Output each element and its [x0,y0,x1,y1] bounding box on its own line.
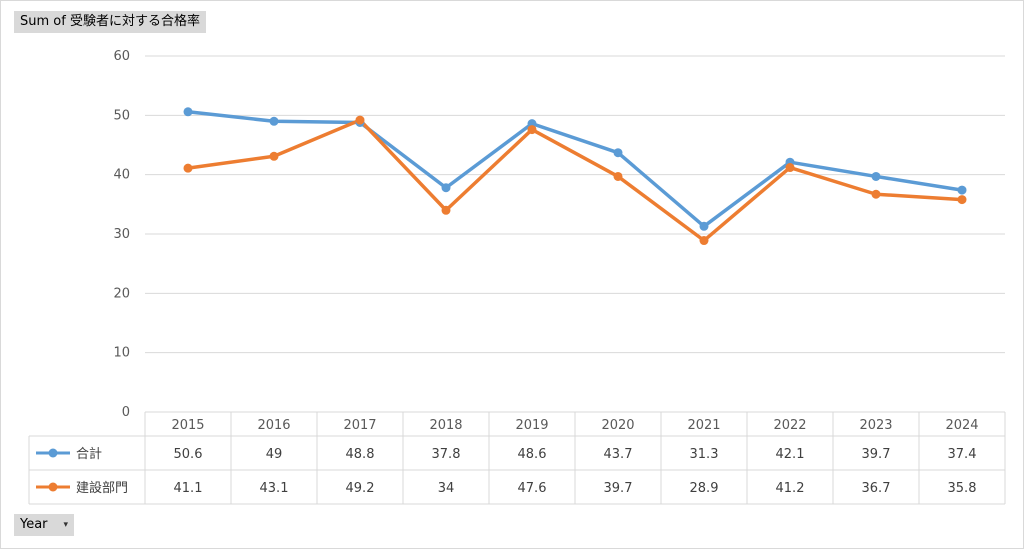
x-tick-label: 2024 [945,418,978,433]
data-point [441,205,451,215]
y-tick-label: 60 [113,49,130,64]
data-table-value: 49 [266,447,283,462]
data-table-value: 43.1 [260,481,289,496]
series-line [186,110,964,229]
data-point [355,115,365,125]
data-point [871,171,881,181]
series-line [186,118,964,243]
data-point [183,107,193,117]
y-tick-label: 40 [113,168,130,183]
data-table-value: 48.8 [346,447,375,462]
data-table-value: 37.4 [948,447,977,462]
data-point [957,185,967,195]
data-point [699,221,709,231]
data-table-value: 36.7 [862,481,891,496]
year-field-button[interactable]: Year ▾ [14,514,74,536]
data-table-value: 47.6 [518,481,547,496]
value-field-button[interactable]: Sum of 受験者に対する合格率 [14,11,206,33]
legend-key-marker [48,448,58,458]
data-point [785,163,795,173]
data-point [957,195,967,205]
data-table-value: 43.7 [604,447,633,462]
data-table-value: 28.9 [690,481,719,496]
x-tick-label: 2018 [429,418,462,433]
data-point [269,116,279,126]
x-tick-label: 2020 [601,418,634,433]
data-table-value: 41.2 [776,481,805,496]
data-point [613,171,623,181]
data-point [871,189,881,199]
data-point [527,125,537,135]
y-tick-label: 50 [113,108,130,123]
data-table-value: 42.1 [776,447,805,462]
legend-series-name: 建設部門 [76,480,128,496]
data-table-value: 48.6 [518,447,547,462]
data-table-value: 39.7 [862,447,891,462]
data-point [699,236,709,246]
data-table-value: 34 [438,481,455,496]
data-table-value: 37.8 [432,447,461,462]
y-tick-label: 10 [113,346,130,361]
data-point [269,151,279,161]
data-table-value: 35.8 [948,481,977,496]
legend-series-name: 合計 [76,446,102,462]
data-table-value: 41.1 [174,481,203,496]
data-point [183,163,193,173]
x-tick-label: 2017 [343,418,376,433]
x-tick-label: 2022 [773,418,806,433]
y-tick-label: 0 [122,405,130,420]
data-table-value: 31.3 [690,447,719,462]
x-tick-label: 2015 [171,418,204,433]
data-table-value: 50.6 [174,447,203,462]
x-tick-label: 2023 [859,418,892,433]
y-tick-label: 30 [113,227,130,242]
legend-key-marker [48,482,58,492]
value-field-label: Sum of 受験者に対する合格率 [20,14,200,29]
year-field-label: Year [20,517,48,532]
x-tick-label: 2021 [687,418,720,433]
data-point [441,183,451,193]
x-tick-label: 2019 [515,418,548,433]
dropdown-arrow-icon[interactable]: ▾ [63,520,68,530]
data-table-value: 49.2 [346,481,375,496]
data-point [613,148,623,158]
x-tick-label: 2016 [257,418,290,433]
data-table-value: 39.7 [604,481,633,496]
y-tick-label: 20 [113,286,130,301]
